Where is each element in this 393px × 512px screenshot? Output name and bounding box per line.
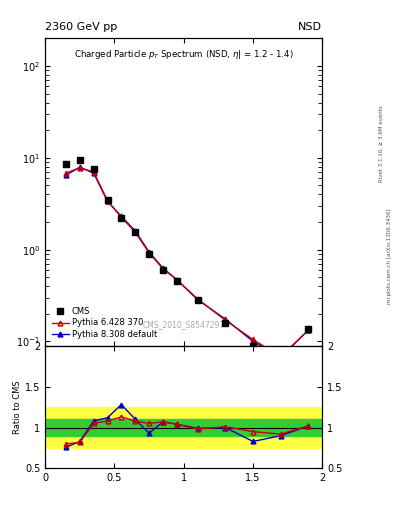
Legend: CMS, Pythia 6.428 370, Pythia 8.308 default: CMS, Pythia 6.428 370, Pythia 8.308 defa… [50,305,160,342]
Text: mcplots.cern.ch [arXiv:1306.3436]: mcplots.cern.ch [arXiv:1306.3436] [387,208,391,304]
Y-axis label: Ratio to CMS: Ratio to CMS [13,380,22,434]
Text: Rivet 3.1.10, ≥ 3.6M events: Rivet 3.1.10, ≥ 3.6M events [379,105,384,182]
Text: CMS_2010_S8547297: CMS_2010_S8547297 [143,319,225,329]
Text: NSD: NSD [298,22,322,32]
Text: 2360 GeV pp: 2360 GeV pp [45,22,118,32]
Text: Charged Particle $p_T$ Spectrum (NSD, $\eta$| = 1.2 - 1.4): Charged Particle $p_T$ Spectrum (NSD, $\… [74,48,294,60]
